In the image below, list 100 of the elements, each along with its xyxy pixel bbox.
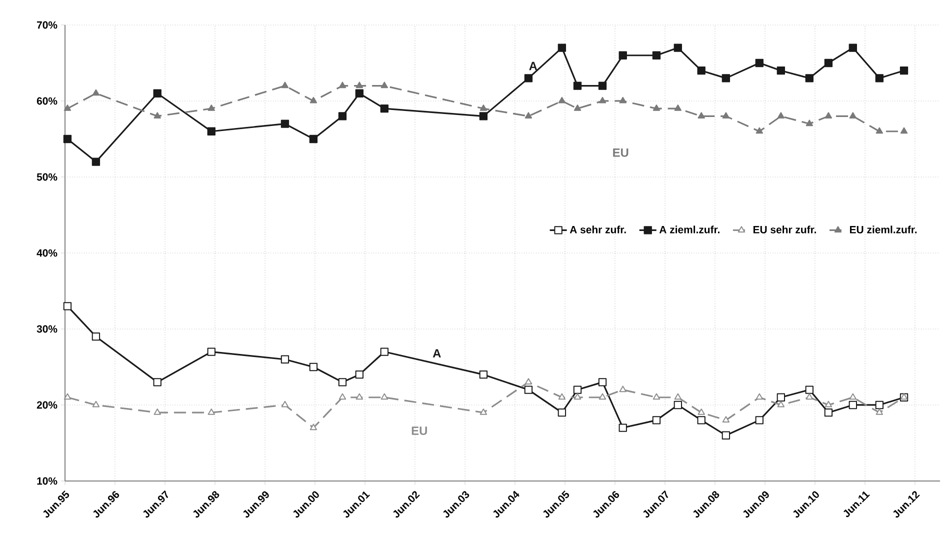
point	[722, 112, 730, 118]
point	[338, 112, 347, 120]
point	[722, 431, 730, 440]
point	[479, 112, 488, 120]
point	[849, 393, 857, 400]
point	[824, 112, 832, 118]
point	[558, 408, 566, 417]
point	[524, 378, 532, 384]
point	[280, 120, 290, 128]
point	[652, 393, 660, 400]
point	[756, 393, 764, 400]
y-tick-label: 70%	[37, 21, 58, 29]
annotation: A	[529, 62, 538, 70]
point	[824, 408, 833, 417]
annotation: EU	[613, 148, 628, 157]
point	[480, 408, 488, 415]
point	[805, 74, 814, 82]
point	[207, 348, 216, 356]
point	[777, 400, 785, 408]
point	[355, 370, 364, 379]
point	[338, 393, 346, 400]
point	[900, 127, 908, 134]
point	[574, 393, 582, 400]
point	[776, 66, 786, 75]
point	[619, 96, 626, 104]
point	[697, 66, 706, 75]
point	[674, 400, 682, 410]
annotation: A	[432, 349, 441, 358]
point	[824, 400, 832, 408]
point	[777, 112, 785, 118]
point	[558, 96, 566, 104]
annotation: EU	[412, 426, 427, 435]
point	[281, 82, 289, 88]
legend-label: A zieml.zufr.	[659, 226, 720, 234]
point	[824, 58, 833, 68]
point	[849, 112, 857, 118]
point	[618, 424, 627, 432]
point	[598, 378, 607, 386]
point	[207, 127, 216, 136]
legend-label: EU sehr zufr.	[753, 226, 816, 234]
point	[281, 400, 289, 408]
point	[756, 127, 764, 134]
point	[674, 44, 682, 52]
point	[309, 134, 318, 144]
point	[63, 134, 72, 144]
point	[310, 424, 318, 430]
y-tick-label: 60%	[36, 97, 58, 105]
point	[63, 302, 72, 310]
point	[598, 96, 606, 104]
point	[558, 44, 566, 52]
point	[722, 74, 730, 82]
point	[208, 104, 215, 111]
point	[524, 386, 533, 394]
point	[698, 408, 705, 415]
point	[338, 82, 346, 88]
point	[208, 408, 215, 415]
point	[380, 104, 388, 113]
point	[280, 355, 290, 364]
point	[618, 51, 627, 60]
point	[652, 104, 660, 111]
point	[380, 348, 388, 356]
point	[92, 158, 100, 166]
point	[558, 393, 566, 400]
legend-label: EU zieml.zufr.	[850, 226, 917, 234]
point	[875, 74, 884, 82]
point	[154, 408, 161, 415]
point	[524, 112, 532, 118]
point	[900, 66, 908, 75]
point	[674, 104, 682, 111]
point	[776, 393, 786, 402]
y-tick-label: 20%	[36, 401, 58, 409]
point	[380, 393, 388, 400]
point	[480, 104, 488, 111]
point	[876, 127, 884, 134]
point	[848, 400, 858, 410]
y-tick-label: 50%	[36, 173, 58, 181]
point	[619, 386, 626, 392]
point	[310, 96, 318, 104]
point	[806, 120, 814, 126]
point	[697, 416, 706, 424]
y-tick-label: 40%	[36, 249, 58, 257]
point	[92, 332, 100, 341]
point	[598, 82, 607, 90]
point	[92, 89, 100, 96]
point	[806, 393, 814, 400]
point	[356, 82, 364, 88]
point	[698, 112, 705, 118]
point	[153, 378, 162, 386]
point	[573, 82, 582, 90]
point	[309, 362, 318, 372]
point	[755, 58, 764, 68]
point	[848, 44, 858, 52]
point	[380, 82, 388, 88]
legend-label: A sehr zufr.	[570, 226, 626, 234]
y-tick-label: 10%	[37, 477, 58, 485]
point	[153, 89, 162, 98]
point	[92, 400, 100, 408]
point	[875, 400, 884, 410]
point	[674, 393, 682, 400]
point	[805, 386, 814, 394]
